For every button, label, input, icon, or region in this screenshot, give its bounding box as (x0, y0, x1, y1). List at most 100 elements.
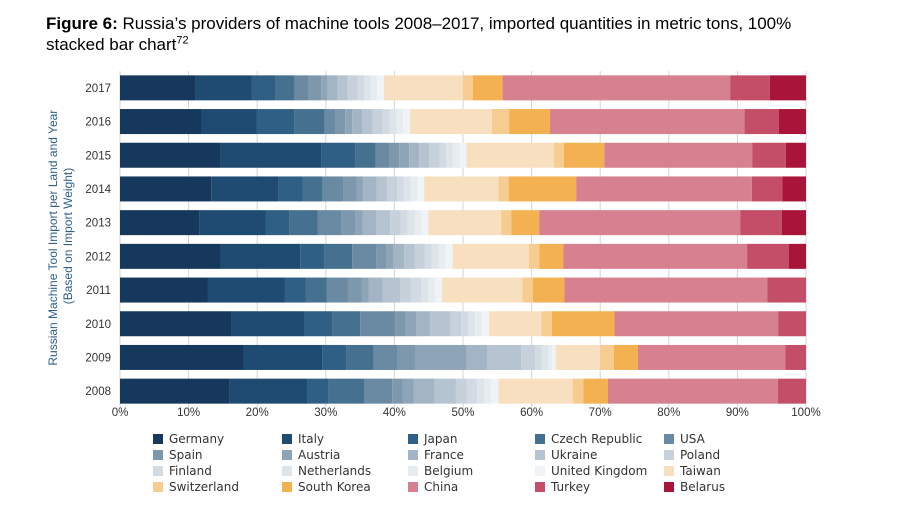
legend-item-germany: Germany (153, 432, 224, 446)
legend-label: Taiwan (679, 464, 721, 478)
bar-segment-2008-ukraine (434, 378, 456, 404)
bar-segment-2010-belgium (475, 311, 483, 337)
bar-segment-2017-usa (294, 75, 308, 101)
legend-swatch (535, 482, 545, 492)
bar-segment-2015-united-kingdom (459, 142, 467, 168)
x-tick-label: 80% (657, 407, 680, 419)
bar-segment-2016-china (550, 109, 745, 135)
bar-segment-2014-taiwan (424, 176, 499, 202)
bar-segment-2011-austria (361, 277, 369, 303)
bar-segment-2012-czech-republic (324, 243, 353, 269)
bar-segment-2016-ukraine (362, 109, 373, 135)
bar-segment-2011-japan (284, 277, 306, 303)
bar-segment-2017-poland (347, 75, 358, 101)
bar-segment-2008-italy (229, 378, 308, 404)
bar-segment-2010-switzerland (541, 311, 552, 337)
y-axis-label-line1: Russian Machine Tool Import per Land and… (46, 110, 60, 366)
bar-segment-2017-spain (307, 75, 322, 101)
chart-title: Figure 6: Russia’s providers of machine … (46, 13, 846, 55)
legend-label: China (424, 480, 458, 494)
bar-segment-2009-finland (535, 344, 542, 370)
bar-segment-2016-czech-republic (294, 109, 325, 135)
bar-segment-2015-turkey (752, 142, 786, 168)
bar-segment-2014-south-korea (508, 176, 577, 202)
bar-segment-2014-china (576, 176, 752, 202)
bar-segment-2009-belgium (548, 344, 553, 370)
bar-segment-2010-finland (461, 311, 469, 337)
legend-label: Spain (169, 448, 203, 462)
legend-label: Poland (680, 448, 720, 462)
bar-segment-2014-netherlands (403, 176, 411, 202)
bar-segment-2013-switzerland (501, 210, 512, 236)
y-tick-label: 2012 (85, 251, 111, 263)
legend-item-finland: Finland (153, 464, 212, 478)
bar-segment-2014-japan (278, 176, 303, 202)
bar-segment-2017-finland (357, 75, 365, 101)
x-tick-label: 0% (112, 407, 129, 419)
bar-segment-2012-usa (352, 243, 377, 269)
bar-segment-2008-turkey (777, 378, 806, 404)
y-tick-label: 2017 (85, 83, 111, 95)
bar-segment-2015-italy (220, 142, 322, 168)
bar-segment-2012-south-korea (539, 243, 564, 269)
legend-label: Belgium (424, 464, 473, 478)
bar-segment-2011-france (368, 277, 383, 303)
bar-segment-2010-netherlands (468, 311, 476, 337)
bar-segment-2008-netherlands (477, 378, 485, 404)
bar-segment-2011-netherlands (421, 277, 428, 303)
y-tick-labels: 2017 2016 2015 2014 2013 2012 2011 2010 2009 2008 (85, 83, 111, 398)
legend-item-spain: Spain (153, 448, 203, 462)
bar-segment-2009-united-kingdom (552, 344, 556, 370)
legend-item-ukraine: Ukraine (535, 448, 597, 462)
bar-segment-2013-italy (199, 210, 266, 236)
bar-segment-2012-austria (386, 243, 394, 269)
bar-segment-2014-france (363, 176, 377, 202)
bar-segment-2013-austria (355, 210, 363, 236)
legend-swatch (282, 434, 292, 444)
bar-segment-2012-spain (376, 243, 387, 269)
legend-label: Netherlands (298, 464, 371, 478)
bar-segment-2011-south-korea (533, 277, 565, 303)
legend-swatch (153, 482, 163, 492)
bar-segment-2011-united-kingdom (435, 277, 442, 303)
bar-segment-2010-japan (304, 311, 333, 337)
bar-segment-2009-south-korea (613, 344, 638, 370)
bar-segment-2013-belgium (414, 210, 422, 236)
bar-segment-2014-switzerland (498, 176, 509, 202)
bar-segment-2016-spain (335, 109, 346, 135)
x-tick-label: 40% (383, 407, 406, 419)
bar-segment-2009-poland (521, 344, 536, 370)
legend-item-taiwan: Taiwan (664, 464, 721, 478)
bar-segment-2010-ukraine (429, 311, 451, 337)
legend-label: Italy (298, 432, 324, 446)
bar-segment-2015-finland (439, 142, 447, 168)
bar-segment-2009-switzerland (600, 344, 614, 370)
legend-label: Ukraine (551, 448, 597, 462)
x-tick-labels: 0% 10% 20% 30% 40% 50% 60% 70% 80% 90% 100% (112, 407, 821, 419)
bar-segment-2008-usa (363, 378, 393, 404)
bar-segment-2012-finland (424, 243, 432, 269)
bar-segment-2008-japan (307, 378, 329, 404)
bar-segment-2017-china (502, 75, 731, 101)
bar-segment-2013-spain (341, 210, 356, 236)
bar-segment-2016-switzerland (492, 109, 510, 135)
x-tick-label: 20% (246, 407, 269, 419)
bar-segment-2010-france (415, 311, 430, 337)
bar-segment-2014-usa (322, 176, 344, 202)
bar-segment-2010-turkey (778, 311, 806, 337)
bar-segment-2013-japan (265, 210, 290, 236)
bar-segment-2008-france (413, 378, 435, 404)
y-axis-label-line2: (Based on Import Weight) (61, 168, 75, 305)
bar-segment-2011-china (564, 277, 768, 303)
bar-segment-2015-germany (120, 142, 221, 168)
bar-segment-2014-poland (386, 176, 398, 202)
legend-item-france: France (408, 448, 464, 462)
legend-label: Belarus (680, 480, 725, 494)
x-tick-label: 30% (314, 407, 337, 419)
legend-swatch (153, 450, 163, 460)
bar-segment-2015-switzerland (553, 142, 564, 168)
title-text: Russia’s providers of machine tools 2008… (46, 14, 792, 54)
legend-label: USA (680, 432, 706, 446)
bar-segment-2015-japan (321, 142, 356, 168)
bar-segment-2011-ukraine (382, 277, 400, 303)
